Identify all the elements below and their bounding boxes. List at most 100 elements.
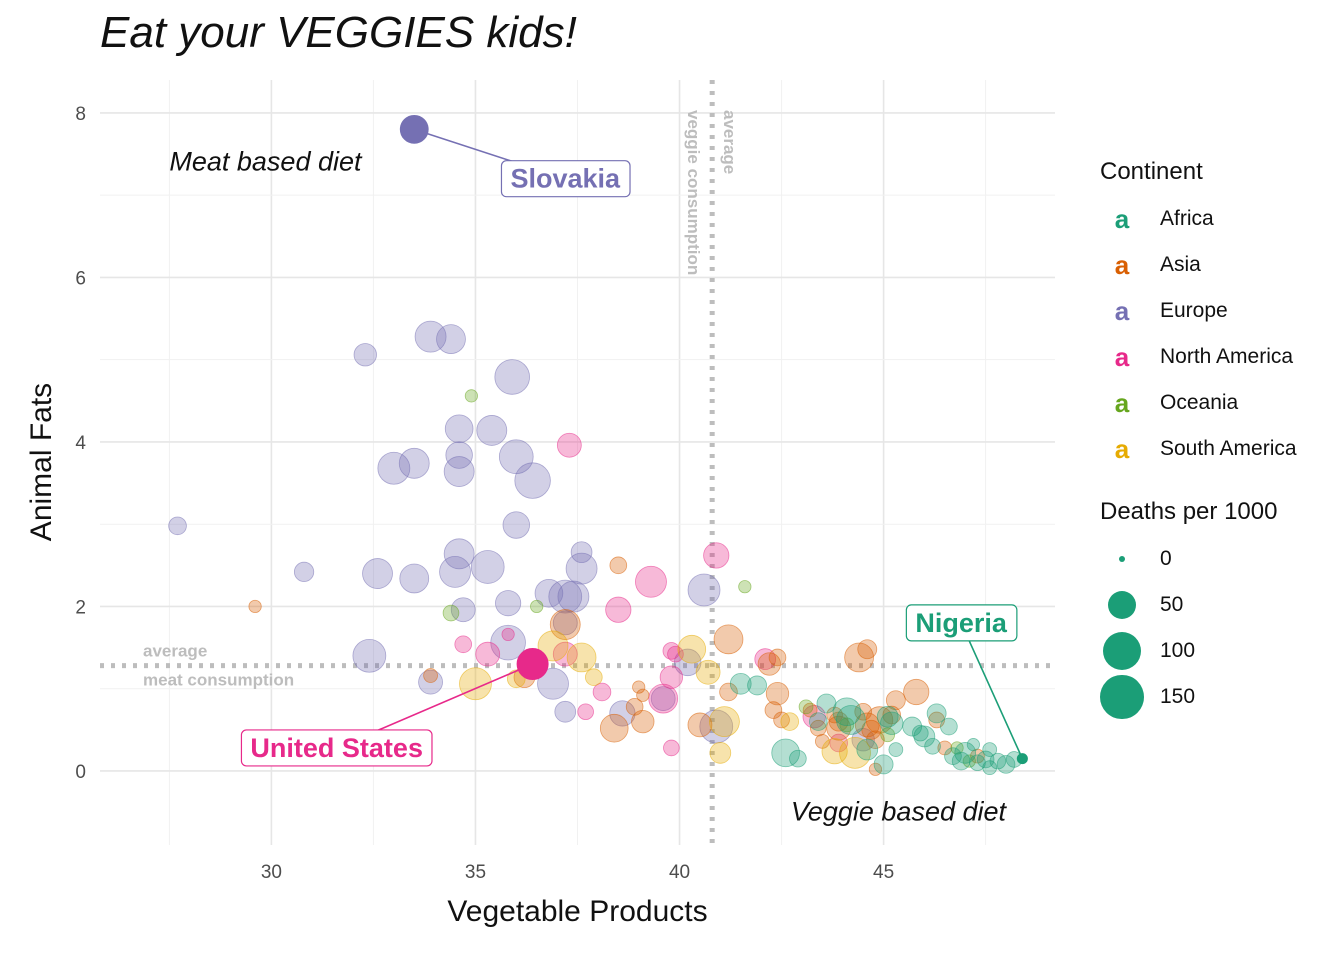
legend-label: Oceania xyxy=(1160,391,1239,414)
highlight-point xyxy=(1016,753,1028,765)
data-point xyxy=(768,648,787,667)
legend-label: 150 xyxy=(1160,685,1196,708)
data-point xyxy=(888,742,904,757)
data-points xyxy=(168,320,1023,776)
x-tick-label: 35 xyxy=(465,862,486,883)
data-point xyxy=(444,414,474,444)
data-point xyxy=(557,580,590,613)
data-point xyxy=(464,389,478,403)
average-meat-label: average xyxy=(143,642,207,661)
legend-item-continent: a Europe xyxy=(1100,288,1340,334)
data-point xyxy=(352,638,387,673)
data-point xyxy=(738,580,752,594)
data-point xyxy=(442,604,460,622)
legend-label: North America xyxy=(1160,345,1294,368)
highlight-label-text: United States xyxy=(250,733,423,763)
average-veggie-label: veggie consumption xyxy=(684,110,703,275)
data-point xyxy=(677,634,707,664)
x-axis-label: Vegetable Products xyxy=(447,895,708,928)
data-point xyxy=(954,742,977,764)
data-point xyxy=(398,447,430,479)
continent-legend-title: Continent xyxy=(1100,158,1203,185)
data-point xyxy=(773,711,790,729)
data-point xyxy=(248,599,262,614)
highlight-label-text: Slovakia xyxy=(510,164,621,194)
data-point xyxy=(873,754,894,775)
data-point xyxy=(439,555,471,588)
size-legend-key xyxy=(1100,674,1144,720)
x-tick-label: 30 xyxy=(261,862,282,883)
legend-key: a xyxy=(1114,433,1130,464)
legend-item-size: 100 xyxy=(1100,628,1340,674)
data-point xyxy=(494,359,530,395)
data-point xyxy=(903,678,930,706)
data-point xyxy=(454,635,473,654)
data-point xyxy=(821,738,848,765)
size-legend-key xyxy=(1100,590,1144,620)
highlight-connector xyxy=(960,622,1024,759)
data-point xyxy=(577,703,594,721)
x-tick-label: 40 xyxy=(669,862,690,883)
legend-label: Africa xyxy=(1160,207,1214,230)
size-legend-dot xyxy=(1119,556,1125,562)
data-point xyxy=(789,749,807,768)
highlight-point xyxy=(399,114,429,144)
data-point xyxy=(565,552,598,585)
size-legend-key xyxy=(1100,556,1144,562)
legend-item-size: 50 xyxy=(1100,582,1340,628)
size-legend-dot xyxy=(1107,590,1137,620)
data-point xyxy=(771,738,800,768)
size-legend-dot xyxy=(1103,632,1141,670)
data-point xyxy=(866,730,885,749)
legend-label: Europe xyxy=(1160,299,1228,322)
size-legend-key xyxy=(1100,632,1144,670)
legend-item-continent: a Africa xyxy=(1100,196,1340,242)
data-point xyxy=(476,415,508,446)
data-point xyxy=(719,682,738,702)
data-point xyxy=(423,668,438,683)
data-point xyxy=(976,750,995,769)
data-point xyxy=(605,596,632,623)
data-point xyxy=(293,561,315,583)
highlight-label: Nigeria xyxy=(905,604,1018,642)
data-point xyxy=(880,711,904,735)
data-point xyxy=(650,686,676,711)
highlight-point xyxy=(516,648,549,681)
data-point xyxy=(747,675,767,696)
legend-key: a xyxy=(1114,341,1130,372)
legend-key: a xyxy=(1114,203,1130,234)
data-point xyxy=(414,320,447,353)
y-tick-label: 6 xyxy=(75,268,86,289)
data-point xyxy=(857,639,878,660)
data-point xyxy=(757,652,781,676)
data-point xyxy=(839,717,855,733)
data-point xyxy=(399,563,430,594)
data-point xyxy=(709,742,732,764)
highlight-label: United States xyxy=(240,729,433,767)
data-point xyxy=(663,739,680,757)
quadrant-label: Veggie based diet xyxy=(791,796,1008,826)
data-point xyxy=(632,680,646,694)
data-point xyxy=(765,681,790,706)
data-point xyxy=(530,599,544,614)
data-point xyxy=(537,630,569,662)
data-point xyxy=(832,697,862,727)
average-meat-label: meat consumption xyxy=(143,671,294,690)
y-tick-label: 0 xyxy=(75,762,86,783)
data-point xyxy=(982,760,998,776)
size-legend-dot xyxy=(1100,674,1144,720)
data-point xyxy=(856,738,879,761)
data-point xyxy=(996,755,1016,774)
data-point xyxy=(566,642,597,673)
data-point xyxy=(709,706,740,738)
annotations: Slovakia United States Nigeria Meat based d… xyxy=(169,114,1028,826)
data-point xyxy=(876,705,899,728)
data-point xyxy=(924,738,941,755)
quadrant-label: Meat based diet xyxy=(169,146,363,176)
y-axis-label: Animal Fats xyxy=(25,382,58,542)
data-point xyxy=(836,705,866,735)
data-point xyxy=(687,573,721,607)
data-point xyxy=(764,701,783,719)
data-point xyxy=(926,703,947,724)
